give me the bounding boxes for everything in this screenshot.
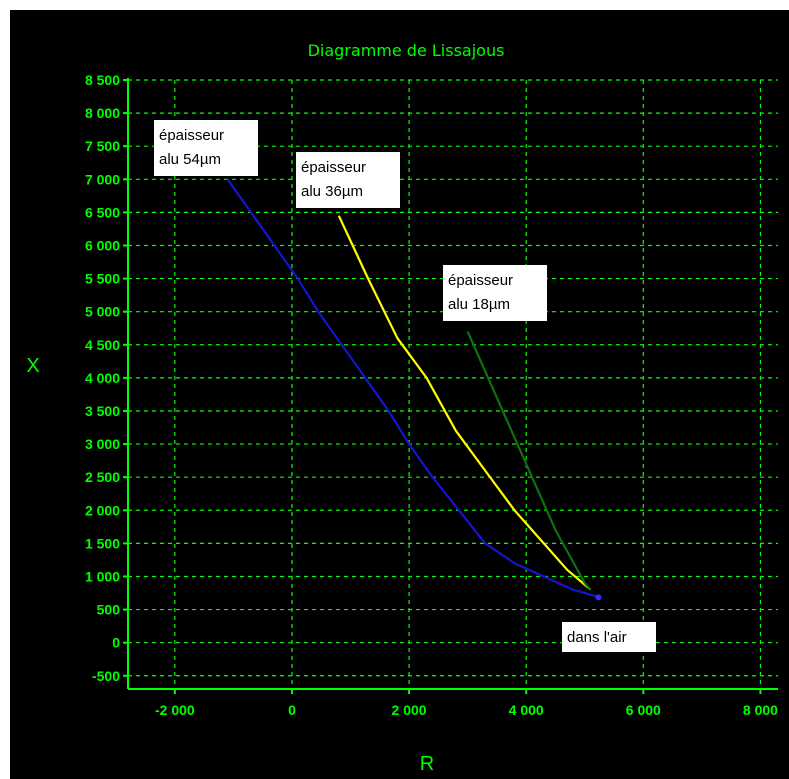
y-tick-label: 3 500: [85, 403, 120, 419]
chart-frame: Diagramme de Lissajous -500 0 500 1 000 1 50…: [10, 10, 789, 779]
callout-text: épaisseur: [301, 159, 366, 176]
series-line-1: [226, 178, 597, 598]
y-tick-label: 4 500: [85, 337, 120, 353]
y-tick-label: -500: [92, 668, 120, 684]
y-tick-label: 0: [112, 635, 120, 651]
y-tick-label: 3 000: [85, 436, 120, 452]
y-tick-label: 5 500: [85, 271, 120, 287]
callout-box: [154, 120, 258, 176]
series-line-2: [337, 215, 592, 591]
annotation-callout: épaisseur alu 54µm: [154, 120, 258, 176]
air-point-marker: [595, 594, 602, 601]
series-layer: [226, 178, 602, 601]
y-tick-label: 7 500: [85, 138, 120, 154]
chart-title: Diagramme de Lissajous: [308, 41, 505, 60]
y-tick-label: 500: [97, 602, 121, 618]
callout-text: alu 36µm: [301, 183, 363, 200]
callout-text: alu 54µm: [159, 151, 221, 168]
callout-text: épaisseur: [448, 272, 513, 289]
grid-layer: [128, 79, 778, 689]
axes-layer: -500 0 500 1 000 1 500 2 000 2 500 3 000 3 500 4 …: [85, 72, 778, 718]
y-tick-label: 1 000: [85, 568, 120, 584]
y-tick-label: 4 000: [85, 370, 120, 386]
y-tick-label: 2 500: [85, 469, 120, 485]
y-tick-label: 6 500: [85, 204, 120, 220]
y-axis-label: X: [26, 355, 39, 377]
callout-box: [296, 152, 400, 208]
x-tick-label: 2 000: [392, 702, 427, 718]
series-line-3: [466, 331, 592, 591]
x-tick-label: 4 000: [509, 702, 544, 718]
lissajous-chart: Diagramme de Lissajous -500 0 500 1 000 1 50…: [26, 41, 778, 775]
y-tick-label: 6 000: [85, 237, 120, 253]
callout-box: [562, 622, 656, 652]
callout-text: dans l'air: [567, 629, 627, 646]
callout-box: [443, 265, 547, 321]
annotation-callout: épaisseur alu 18µm: [443, 265, 547, 321]
x-tick-label: -2 000: [155, 702, 195, 718]
y-tick-label: 7 000: [85, 171, 120, 187]
annotation-callout: dans l'air: [562, 622, 656, 652]
y-tick-label: 8 000: [85, 105, 120, 121]
callout-text: épaisseur: [159, 127, 224, 144]
annotation-callout: épaisseur alu 36µm: [296, 152, 400, 208]
x-axis-label: R: [420, 753, 434, 775]
x-tick-label: 8 000: [743, 702, 778, 718]
x-tick-label: 6 000: [626, 702, 661, 718]
x-tick-label: 0: [288, 702, 296, 718]
y-tick-label: 5 000: [85, 304, 120, 320]
y-tick-label: 1 500: [85, 535, 120, 551]
y-tick-label: 8 500: [85, 72, 120, 88]
y-tick-label: 2 000: [85, 502, 120, 518]
callout-text: alu 18µm: [448, 296, 510, 313]
